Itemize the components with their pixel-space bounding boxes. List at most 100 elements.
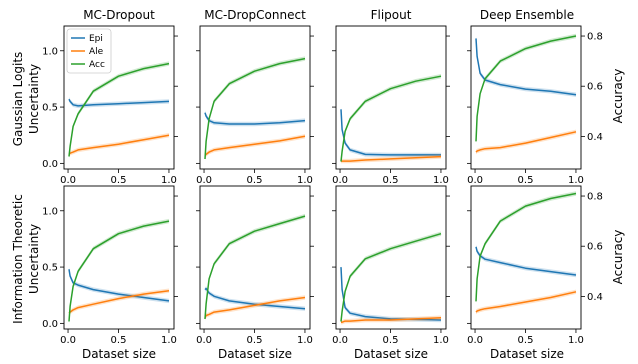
- column-title-3: Deep Ensemble: [480, 8, 574, 22]
- y-tick-label-left-r1-1: 0.5: [42, 263, 58, 274]
- row-label-0-line-1: Gaussian Logits: [11, 52, 25, 147]
- y-tick-label-right-r0-0: 0.4: [587, 132, 603, 143]
- x-axis-label-2: Dataset size: [354, 347, 428, 361]
- band-epi-r1-c2: [341, 264, 441, 323]
- column-title-0: MC-Dropout: [83, 8, 155, 22]
- x-tick-label-r1-c3-0: 0.0: [467, 335, 483, 346]
- x-tick-label-r0-c3-1: 0.5: [518, 175, 534, 186]
- y-tick-label-left-r0-0: 0.0: [42, 159, 58, 170]
- x-tick-label-r0-c1-0: 0.0: [196, 175, 212, 186]
- column-title-2: Flipout: [371, 8, 412, 22]
- x-tick-label-r0-c0-2: 1.0: [161, 175, 177, 186]
- legend-label-acc: Acc: [89, 60, 105, 70]
- x-tick-label-r0-c2-2: 1.0: [433, 175, 449, 186]
- line-epi-r1-c2: [340, 267, 442, 321]
- line-acc-r0-c2: [340, 75, 442, 162]
- line-epi-r0-c1: [204, 112, 306, 125]
- y-tick-label-right-r0-2: 0.8: [587, 32, 603, 43]
- x-tick-label-r1-c3-1: 0.5: [518, 335, 534, 346]
- x-tick-label-r0-c1-1: 0.5: [247, 175, 263, 186]
- x-tick-label-r1-c1-1: 0.5: [247, 335, 263, 346]
- panel-r0-c3: 0.0 0.5 1.0 0.4 0.6 0.8: [467, 25, 603, 186]
- line-acc-r0-c3: [475, 35, 577, 142]
- y-tick-label-right-r1-2: 0.8: [587, 192, 603, 203]
- panel-r0-c1: 0.0 0.5 1.0: [196, 25, 314, 186]
- x-tick-label-r1-c2-2: 1.0: [433, 335, 449, 346]
- panel-r1-c3: 0.0 0.5 1.0 0.4 0.6 0.8: [467, 185, 603, 346]
- x-tick-label-r0-c0-0: 0.0: [60, 175, 76, 186]
- legend-label-epi: Epi: [89, 34, 103, 44]
- panels: 0.0 0.5 1.00.00.51.00.0 0.5 1.0 0.0 0.5 1.0 0.0 0…: [42, 25, 603, 346]
- band-ale-r1-c0: [69, 288, 169, 316]
- line-acc-r1-c3: [475, 192, 577, 302]
- panel-frame-r0-c0: [63, 25, 175, 170]
- row-label-1-line-1: Information Theoretic: [11, 194, 25, 324]
- line-ale-r0-c1: [204, 135, 306, 157]
- panel-r1-c1: 0.0 0.5 1.0: [196, 185, 314, 346]
- y-tick-label-left-r0-2: 1.0: [42, 46, 58, 57]
- legend-frame: [66, 28, 112, 74]
- panel-r0-c0: 0.0 0.5 1.0 0.0 0.5 1.0: [42, 25, 178, 186]
- band-epi-r0-c3: [476, 36, 576, 97]
- panel-frame-r0-c2: [335, 25, 447, 170]
- x-axis-label-1: Dataset size: [218, 347, 292, 361]
- panel-r0-c2: 0.0 0.5 1.0: [332, 25, 450, 186]
- line-ale-r1-c3: [475, 291, 577, 313]
- x-tick-label-r1-c3-2: 1.0: [568, 335, 584, 346]
- y-tick-label-left-r1-2: 1.0: [42, 206, 58, 217]
- band-ale-r0-c1: [205, 134, 305, 158]
- panel-frame-r1-c3: [470, 185, 582, 330]
- right-axis-labels: Accuracy Accuracy: [611, 69, 625, 285]
- band-acc-r1-c2: [341, 231, 441, 324]
- row-label-0-line-2: Uncertainty: [27, 64, 41, 134]
- y-tick-label-left-r0-1: 0.5: [42, 103, 58, 114]
- line-epi-r1-c3: [475, 246, 577, 276]
- x-tick-label-r0-c3-0: 0.0: [467, 175, 483, 186]
- x-tick-label-r0-c2-0: 0.0: [332, 175, 348, 186]
- row-label-1-line-2: Uncertainty: [27, 224, 41, 294]
- right-axis-label-1: Accuracy: [611, 230, 625, 285]
- panel-frame-r1-c0: [63, 185, 175, 330]
- y-tick-label-left-r1-0: 0.0: [42, 319, 58, 330]
- x-tick-label-r1-c1-2: 1.0: [297, 335, 313, 346]
- panel-frame-r1-c2: [335, 185, 447, 330]
- line-acc-r0-c1: [204, 57, 306, 160]
- line-acc-r0-c0: [68, 62, 170, 157]
- x-tick-label-r0-c0-1: 0.5: [111, 175, 127, 186]
- right-axis-label-0: Accuracy: [611, 69, 625, 124]
- column-title-1: MC-DropConnect: [204, 8, 306, 22]
- line-ale-r1-c2: [341, 316, 442, 323]
- line-acc-r1-c0: [68, 220, 170, 322]
- x-tick-label-r0-c1-2: 1.0: [297, 175, 313, 186]
- panel-frame-r0-c1: [199, 25, 311, 170]
- line-acc-r1-c2: [340, 232, 442, 322]
- x-tick-label-r1-c0-1: 0.5: [111, 335, 127, 346]
- y-tick-label-right-r1-1: 0.6: [587, 242, 603, 253]
- line-epi-r0-c2: [340, 109, 441, 156]
- x-tick-label-r1-c1-0: 0.0: [196, 335, 212, 346]
- line-ale-r1-c1: [204, 296, 306, 319]
- column-titles: MC-Dropout MC-DropConnect Flipout Deep E…: [83, 8, 574, 22]
- band-ale-r0-c3: [476, 129, 576, 155]
- y-tick-label-right-r0-1: 0.6: [587, 82, 603, 93]
- band-epi-r1-c1: [205, 286, 305, 311]
- panel-frame-r0-c3: [470, 25, 582, 170]
- line-epi-r1-c0: [68, 269, 170, 302]
- legend: Epi Ale Acc: [66, 28, 112, 74]
- legend-label-ale: Ale: [89, 47, 104, 57]
- line-epi-r0-c3: [475, 38, 577, 96]
- panel-r1-c2: 0.0 0.5 1.0: [332, 185, 450, 346]
- x-tick-label-r0-c3-2: 1.0: [568, 175, 584, 186]
- x-tick-label-r1-c2-1: 0.5: [383, 335, 399, 346]
- line-acc-r1-c1: [204, 215, 306, 320]
- panel-frame-r1-c1: [199, 185, 311, 330]
- band-epi-r0-c2: [341, 107, 441, 158]
- x-tick-label-r1-c0-0: 0.0: [60, 335, 76, 346]
- line-ale-r1-c0: [68, 289, 170, 314]
- x-tick-label-r0-c2-1: 0.5: [383, 175, 399, 186]
- line-ale-r0-c2: [341, 155, 442, 162]
- line-epi-r1-c1: [204, 287, 306, 310]
- line-epi-r0-c0: [68, 98, 170, 107]
- row-labels: Gaussian Logits Uncertainty Information …: [11, 52, 41, 324]
